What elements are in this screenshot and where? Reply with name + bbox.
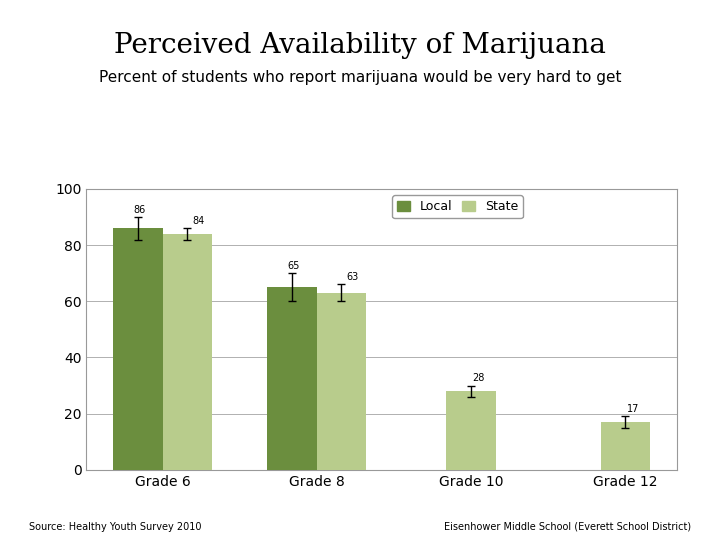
Bar [163,234,212,470]
Text: Percent of students who report marijuana would be very hard to get: Percent of students who report marijuana… [99,70,621,85]
Text: 86: 86 [133,205,145,215]
Text: Perceived Availability of Marijuana: Perceived Availability of Marijuana [114,32,606,59]
Text: 17: 17 [627,404,639,414]
Text: 63: 63 [346,272,359,282]
Text: 65: 65 [287,261,300,271]
Bar [317,293,366,470]
Bar [267,287,317,470]
Bar [113,228,163,470]
Text: Eisenhower Middle School (Everett School District): Eisenhower Middle School (Everett School… [444,522,691,532]
Text: 84: 84 [192,216,204,226]
Legend: Local, State: Local, State [392,195,523,218]
Bar [446,391,496,470]
Text: Source: Healthy Youth Survey 2010: Source: Healthy Youth Survey 2010 [29,522,202,532]
Text: 28: 28 [472,373,485,383]
Bar [600,422,650,470]
